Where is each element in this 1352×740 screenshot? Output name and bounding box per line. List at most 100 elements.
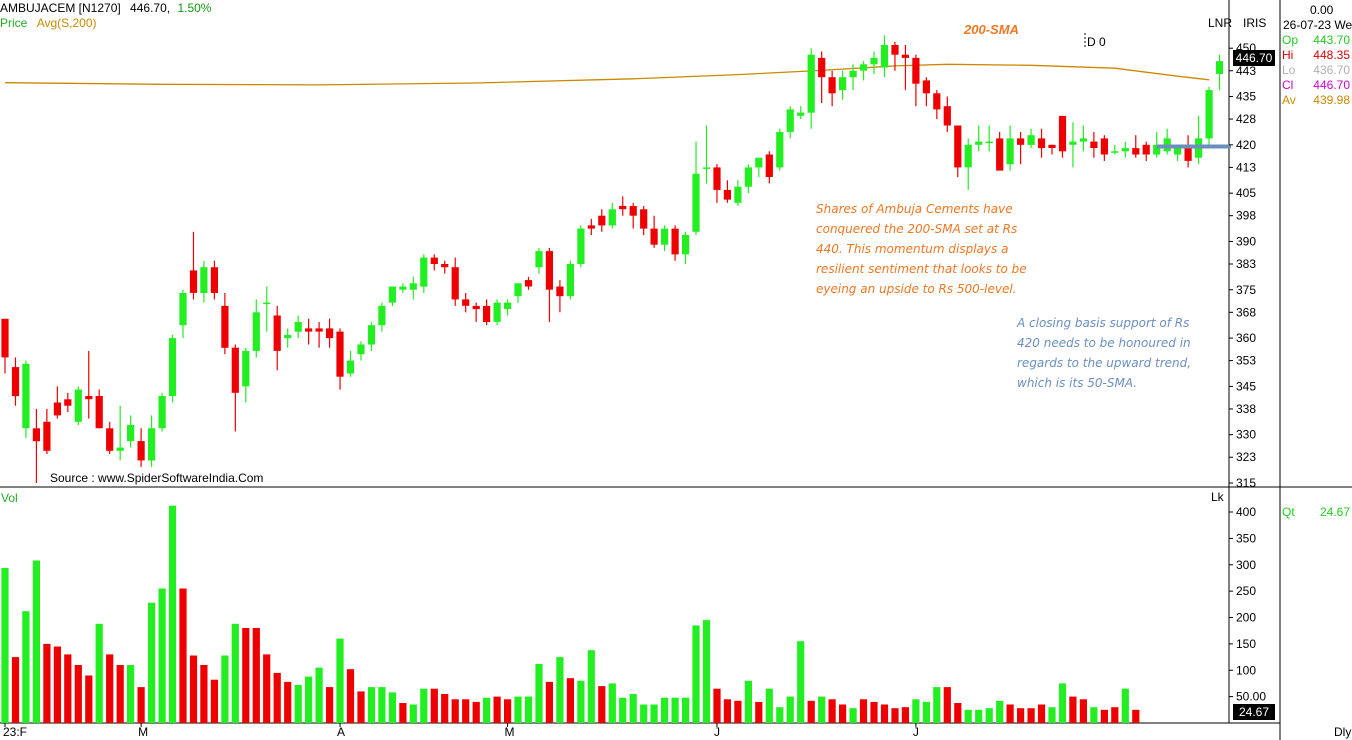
price-tick-label: 443 xyxy=(1236,64,1256,78)
info-key: Av xyxy=(1282,93,1296,107)
indicator-legend: Price Avg(S,200) xyxy=(0,16,97,30)
volume-tick-label: 300 xyxy=(1236,558,1256,572)
volume-bar xyxy=(116,665,124,723)
annotation-line: resilient sentiment that looks to be xyxy=(816,262,1027,276)
iris-label: IRIS xyxy=(1243,16,1267,30)
candle-body xyxy=(200,267,208,293)
volume-bar xyxy=(64,654,72,723)
source-credit: Source : www.SpiderSoftwareIndia.Com xyxy=(50,471,264,485)
volume-bar xyxy=(148,602,156,723)
volume-bar xyxy=(901,707,909,723)
volume-bar xyxy=(22,611,30,723)
volume-bar xyxy=(32,560,40,723)
volume-label: Vol xyxy=(1,491,18,505)
change-percent: 1.50% xyxy=(177,1,212,15)
volume-bar xyxy=(744,680,752,723)
candle-body xyxy=(1132,148,1140,155)
price-tick-label: 398 xyxy=(1236,209,1256,223)
price-tick-label: 413 xyxy=(1236,160,1256,174)
info-value: 443.70 xyxy=(1313,33,1350,47)
candle-body xyxy=(252,312,260,351)
candle-body xyxy=(566,264,574,297)
symbol-name: AMBUJACEM [N1270] xyxy=(0,1,121,15)
volume-tick-label: 400 xyxy=(1236,505,1256,519)
candle-body xyxy=(556,286,564,297)
volume-bar xyxy=(388,692,396,723)
candle-body xyxy=(619,206,627,210)
candle-body xyxy=(702,167,711,169)
volume-tick-label: 100 xyxy=(1236,663,1256,677)
candle-body xyxy=(137,441,145,461)
candle-body xyxy=(420,257,428,287)
candle-body xyxy=(430,257,438,264)
time-tick-label: M xyxy=(138,725,148,739)
candle-body xyxy=(776,132,784,168)
candle-body xyxy=(954,125,962,168)
candle-body xyxy=(1121,148,1129,152)
candle-body xyxy=(682,235,690,255)
volume-tick-label: 350 xyxy=(1236,531,1256,545)
candle-body xyxy=(294,322,302,332)
volume-bar xyxy=(305,676,313,723)
annotation-line: 440. This momentum displays a xyxy=(816,242,1009,256)
candle-body xyxy=(828,77,836,94)
candle-body xyxy=(975,141,983,145)
header-row: AMBUJACEM [N1270] 446.70, 1.50% xyxy=(0,1,211,15)
candle-body xyxy=(1111,151,1119,153)
volume-bar xyxy=(702,620,711,723)
candle-body xyxy=(451,267,459,300)
volume-tick-label: 50.00 xyxy=(1236,690,1266,704)
candle-body xyxy=(1153,144,1161,155)
candle-body xyxy=(870,57,878,65)
time-tick-label: A xyxy=(337,725,345,739)
candle-body xyxy=(472,305,480,310)
volume-bar xyxy=(168,505,177,723)
volume-bar xyxy=(734,700,742,723)
volume-bar xyxy=(11,657,20,723)
volume-bar xyxy=(912,699,920,723)
volume-bar xyxy=(326,687,334,723)
lnr-label: LNR xyxy=(1208,16,1233,30)
volume-bar xyxy=(85,675,93,723)
candle-body xyxy=(514,283,522,297)
volume-bar xyxy=(514,696,522,723)
candle-body xyxy=(1215,61,1224,74)
candle-body xyxy=(818,57,826,78)
price-tick-label: 345 xyxy=(1236,379,1256,393)
candle-body xyxy=(231,347,239,393)
annotation-line: eyeing an upside to Rs 500-level. xyxy=(816,282,1017,296)
candle-body xyxy=(912,57,920,84)
volume-bar xyxy=(409,704,417,723)
volume-bar xyxy=(493,696,501,723)
price-label: Price xyxy=(0,16,28,30)
volume-bar xyxy=(1100,709,1108,723)
volume-bar xyxy=(294,685,302,723)
volume-bar xyxy=(661,697,669,723)
sma-tag: 200-SMA xyxy=(964,22,1019,37)
candle-body xyxy=(849,70,857,78)
volume-bar xyxy=(441,694,449,723)
candles-layer xyxy=(1,35,1224,483)
candle-body xyxy=(462,299,470,306)
d-label: D 0 xyxy=(1087,35,1106,49)
volume-bar xyxy=(420,688,428,723)
annotation-support: A closing basis support of Rs 420 needs t… xyxy=(1017,313,1191,393)
candle-body xyxy=(577,228,585,264)
info-value: 436.70 xyxy=(1313,63,1350,77)
candle-body xyxy=(409,283,417,290)
candle-body xyxy=(859,64,868,71)
volume-bar xyxy=(556,657,564,723)
candle-body xyxy=(127,425,135,442)
price-tick-label: 353 xyxy=(1236,354,1256,368)
volume-bar xyxy=(828,699,836,723)
volume-bar xyxy=(179,588,187,723)
candle-body xyxy=(880,45,889,68)
price-tick-label: 428 xyxy=(1236,112,1256,126)
candle-body xyxy=(744,167,752,187)
annotation-line: 420 needs to be honoured in xyxy=(1017,336,1191,350)
candle-body xyxy=(524,280,533,287)
price-tick-label: 360 xyxy=(1236,331,1256,345)
candle-body xyxy=(336,331,344,377)
candle-body xyxy=(1079,138,1087,142)
